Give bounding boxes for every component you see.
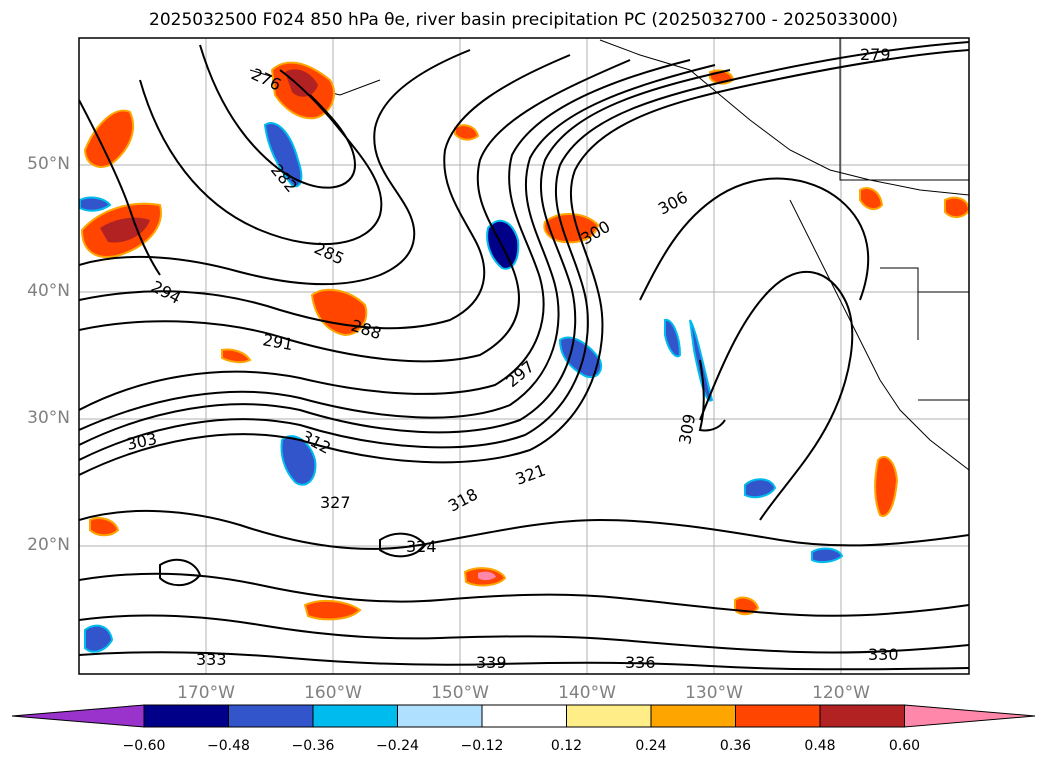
map-title: 2025032500 F024 850 hPa θe, river basin … [149,10,898,30]
contour-label: 330 [868,645,899,664]
colorbar-tick-label: −0.36 [291,738,335,754]
theta-e-contours [79,41,969,671]
latitude-label: 40°N [27,281,70,301]
coastline [249,39,969,471]
contour-label: 336 [625,653,656,672]
colorbar-tick-label: 0.60 [888,738,921,754]
lat-lon-grid [79,38,969,674]
colorbar-tick-label: 0.48 [804,738,836,754]
contour-label: 294 [148,277,184,308]
contour-label: 333 [196,650,227,669]
plot-frame [78,37,970,675]
longitude-label: 170°W [177,683,235,703]
contour-label: 309 [675,412,699,445]
contour-label: 288 [349,316,384,344]
colorbar-tick-label: −0.12 [460,738,504,754]
longitude-label: 150°W [431,683,489,703]
political-borders [839,38,969,401]
longitude-label: 140°W [558,683,616,703]
contour-label: 306 [655,187,691,218]
colorbar-tick-label: 0.24 [635,738,667,754]
colorbar-swatch [735,704,821,728]
colorbar-extend-high [904,704,1036,728]
latitude-label: 50°N [27,154,70,174]
colorbar [11,704,1036,728]
longitude-label: 130°W [685,683,743,703]
precipitation-shading [79,61,969,653]
colorbar-tick-label: −0.24 [376,738,419,754]
contour-label: 339 [476,653,507,672]
colorbar-tick-label: −0.48 [207,738,250,754]
colorbar-swatch [566,704,652,728]
contour-label: 324 [406,537,437,556]
contour-label: 321 [513,460,548,488]
colorbar-extend-low [11,704,145,728]
latitude-label: 20°N [27,535,70,555]
contour-label: 303 [125,429,159,454]
colorbar-swatch [143,704,229,728]
colorbar-swatch [228,704,314,728]
longitude-label: 120°W [812,683,870,703]
colorbar-tick-label: −0.60 [122,738,166,754]
colorbar-swatch [481,704,567,728]
colorbar-swatch [312,704,398,728]
contour-label: 318 [445,484,481,515]
contour-label: 291 [261,330,294,354]
contour-label: 327 [320,493,351,512]
colorbar-swatch [819,704,905,728]
colorbar-tick-label: 0.12 [550,738,583,754]
longitude-label: 160°W [304,683,362,703]
colorbar-tick-label: 0.36 [719,738,752,754]
latitude-label: 30°N [27,408,70,428]
colorbar-swatch [650,704,736,728]
colorbar-swatch [397,704,483,728]
contour-label: 279 [860,45,891,64]
